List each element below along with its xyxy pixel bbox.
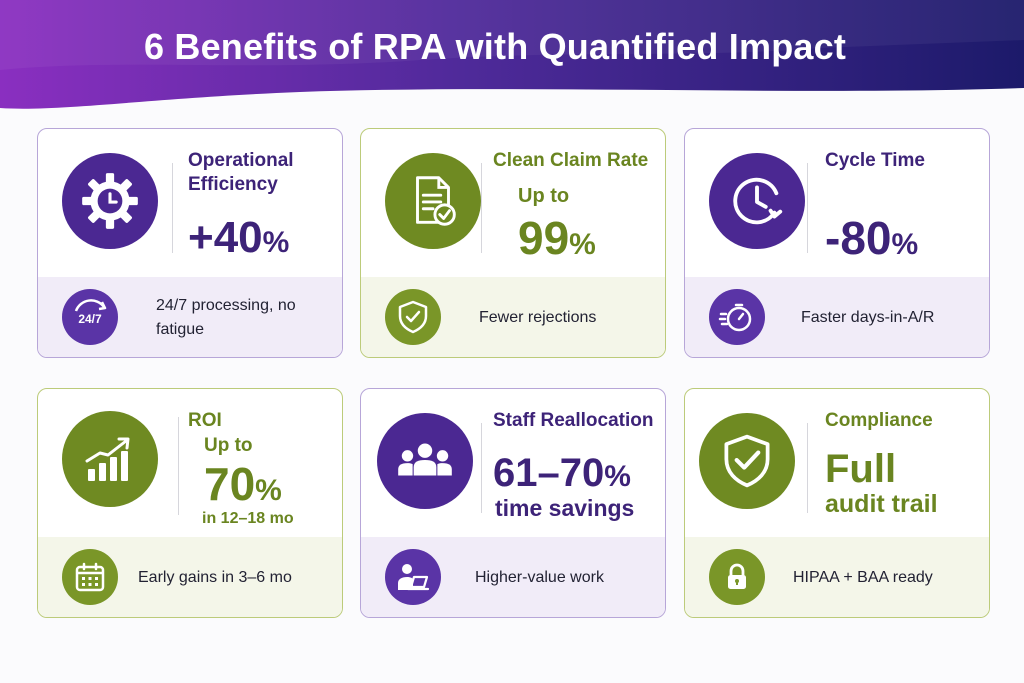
card-divider xyxy=(807,423,808,513)
clock-arrow-icon xyxy=(709,153,805,249)
lock-icon xyxy=(709,549,765,605)
growth-chart-icon xyxy=(62,411,158,507)
card-suffix: in 12–18 mo xyxy=(202,510,294,527)
benefit-card-staff-reallocation: Staff Reallocation 61–70% time savings H… xyxy=(360,388,666,618)
card-metric: Full xyxy=(825,447,897,491)
card-label: Staff Reallocation xyxy=(493,410,654,431)
card-divider xyxy=(172,163,173,253)
card-suffix: time savings xyxy=(495,495,635,521)
benefit-card-operational-efficiency: Operational Efficiency +40% 24/7 24/7 pr… xyxy=(37,128,343,358)
benefit-card-compliance: Compliance Full audit trail HIPAA + BAA … xyxy=(684,388,990,618)
card-footer-text: HIPAA + BAA ready xyxy=(793,569,933,586)
24-7-icon: 24/7 xyxy=(62,289,118,345)
card-prefix: Up to xyxy=(518,185,570,207)
card-footer-text: Fewer rejections xyxy=(479,309,597,326)
card-label: Operational Efficiency xyxy=(188,150,294,195)
calendar-icon xyxy=(62,549,118,605)
card-footer-text: 24/7 processing, no fatigue xyxy=(156,297,296,338)
card-metric: 99% xyxy=(518,212,596,264)
card-metric: 61–70% xyxy=(493,451,631,495)
card-metric: +40% xyxy=(188,213,290,262)
document-check-icon xyxy=(385,153,481,249)
card-divider xyxy=(178,417,179,515)
team-icon xyxy=(377,413,473,509)
benefit-card-clean-claim-rate: Clean Claim Rate Up to 99% Fewer rejecti… xyxy=(360,128,666,358)
header-banner xyxy=(0,0,1024,109)
card-divider xyxy=(807,163,808,253)
card-footer-text: Higher-value work xyxy=(475,569,604,586)
page-title: 6 Benefits of RPA with Quantified Impact xyxy=(143,26,847,67)
card-label: Cycle Time xyxy=(825,150,925,171)
card-footer-text: Faster days-in-A/R xyxy=(801,309,935,326)
card-label: Clean Claim Rate xyxy=(493,150,649,171)
card-label: Compliance xyxy=(825,410,933,431)
card-suffix: audit trail xyxy=(825,490,938,518)
shield-check-icon xyxy=(699,413,795,509)
gear-clock-icon xyxy=(62,153,158,249)
card-metric: -80% xyxy=(825,212,919,264)
stopwatch-icon xyxy=(709,289,765,345)
card-metric: 70% xyxy=(204,458,282,510)
card-footer-text: Early gains in 3–6 mo xyxy=(138,569,292,586)
card-label: ROI xyxy=(188,410,222,431)
benefit-card-roi: ROI Up to 70% in 12–18 mo Early gains in… xyxy=(37,388,343,618)
card-divider xyxy=(481,423,482,513)
shield-check-icon xyxy=(385,289,441,345)
person-laptop-icon xyxy=(385,549,441,605)
benefit-card-cycle-time: Cycle Time -80% Faster days-in-A/R xyxy=(684,128,990,358)
svg-text:24/7: 24/7 xyxy=(78,312,102,326)
card-divider xyxy=(481,163,482,253)
card-prefix: Up to xyxy=(204,435,253,456)
